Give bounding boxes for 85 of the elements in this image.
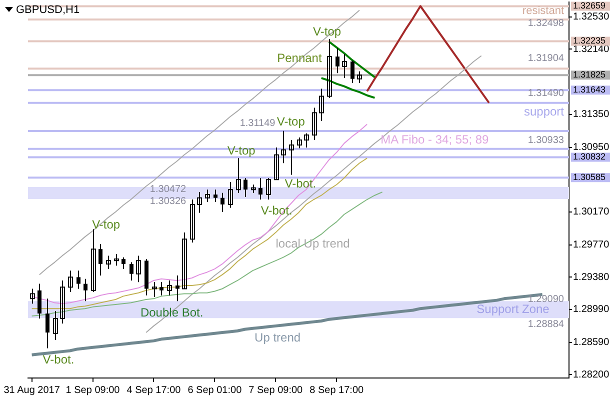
annotation: Double Bot. [140,305,204,320]
candlestick [319,88,324,122]
y-tick-label: 1.32530 [573,12,610,23]
x-tick-label: 4 Sep 17:00 [126,384,182,396]
candlestick [336,48,340,74]
annotation: 1.30472 [150,184,187,195]
annotation: 1.30933 [528,134,564,146]
y-tick-label: 1.29380 [573,272,610,283]
annotation: Pennant [277,50,322,65]
candlestick [297,137,302,149]
candlestick [106,255,111,270]
candlestick [327,38,332,98]
annotation: support [524,104,565,118]
annotation: local Up trend [276,236,350,250]
chart-title: GBPUSD,H1 [16,4,80,16]
candlestick [60,280,65,324]
candlestick [304,132,309,148]
annotation: 1.30326 [150,196,187,207]
candlestick [205,189,210,202]
candlestick [289,140,294,176]
y-tick-label: 1.30950 [573,142,610,154]
candlestick [236,158,241,194]
y-tick-label: 1.28200 [573,369,610,380]
candlestick [274,146,279,180]
y-tick-label: 1.30170 [573,206,610,218]
ref-line-label: 1.31825 [573,70,606,80]
candlestick [136,255,141,283]
candlestick [122,256,126,270]
annotation: 1.31149 [240,118,276,129]
x-tick-label: 8 Sep 17:00 [310,384,364,396]
candlestick [84,278,88,302]
candlestick [197,192,202,214]
candlestick [312,107,317,141]
candlestick [357,70,362,84]
ref-line-label: 1.30832 [573,152,606,162]
candlestick [228,182,233,208]
annotation: V-top [276,114,306,128]
candlestick [342,54,347,79]
candlestick [98,244,102,276]
x-tick-label: 7 Sep 09:00 [248,384,304,396]
annotation: resistant [522,5,564,18]
y-tick-label: 1.28990 [573,304,610,316]
candlestick [38,283,42,319]
ref-line-label: 1.32235 [573,36,606,46]
candlestick [220,192,224,212]
annotation: V-bot. [260,203,292,218]
candlestick [190,199,195,243]
annotation: Up trend [254,330,301,344]
candlestick [176,275,180,302]
annotation: V-bot. [42,352,74,366]
candlestick [350,60,354,84]
candlestick [152,282,157,298]
candlestick [76,270,80,290]
x-tick-label: 1 Sep 09:00 [66,384,120,396]
y-tick-label: 1.31350 [573,109,610,120]
ref-line-label: 1.31643 [573,84,606,95]
candlestick [130,262,134,281]
annotation: 1.32498 [528,18,564,29]
candlestick [167,280,172,296]
candlestick [114,254,119,266]
annotation: V-top [92,217,120,232]
candlestick [244,178,248,198]
candlestick [258,178,262,200]
annotation: V-bot. [284,176,316,190]
annotation: 1.31490 [528,88,564,99]
annotation: 1.31904 [528,52,564,64]
candlestick [30,288,35,304]
ref-line-label: 1.30585 [573,172,606,182]
x-tick-label: 31 Aug 2017 [4,384,60,396]
annotation: MA Fibo - 34; 55; 89 [380,132,490,146]
candlestick [281,130,286,164]
x-tick-label: 6 Sep 01:00 [188,384,242,396]
annotation: V-top [227,143,256,158]
y-tick-label: 1.29770 [573,240,610,251]
candlestick [160,282,164,296]
candlestick [214,189,218,202]
annotation: 1.28884 [528,318,564,330]
candlestick [182,232,187,290]
annotation: V-top [313,24,342,38]
candlestick [68,270,73,293]
candlestick [266,178,271,200]
ref-line-label: 1.32659 [573,0,606,11]
candlestick [53,310,58,340]
y-tick-label: 1.28590 [573,337,610,348]
candlestick [46,298,50,349]
